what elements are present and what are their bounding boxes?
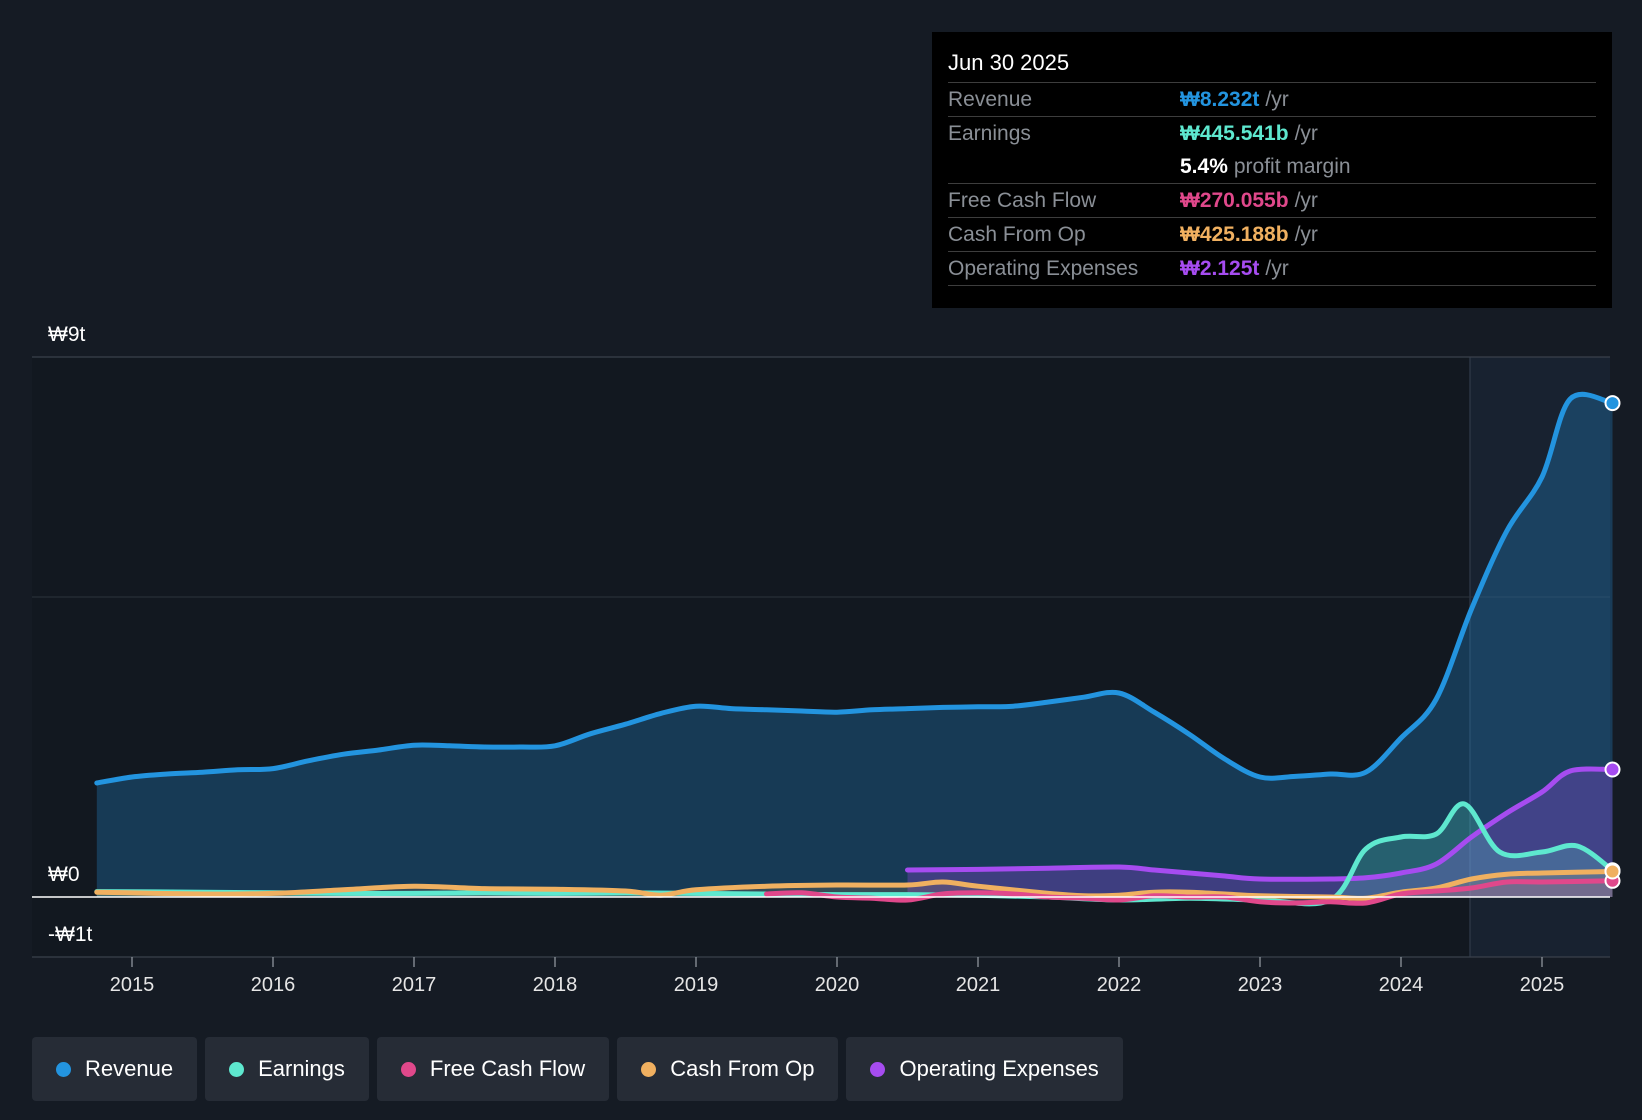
tooltip-date: Jun 30 2025 (948, 48, 1596, 83)
legend-dot-icon (229, 1061, 245, 1077)
legend-item[interactable]: Cash From Op (617, 1037, 839, 1101)
legend-label: Earnings (258, 1056, 345, 1081)
tooltip-row-value: ₩2.125t (1180, 257, 1260, 280)
plot-background (32, 357, 1610, 957)
x-tick-label: 2023 (1238, 974, 1283, 996)
tooltip-row-label: Free Cash Flow (948, 189, 1097, 212)
legend: Revenue Earnings Free Cash Flow Cash From O… (32, 1037, 1123, 1101)
y-tick-label: ₩0 (48, 863, 80, 886)
legend-item[interactable]: Operating Expenses (846, 1037, 1123, 1101)
legend-item[interactable]: Earnings (205, 1037, 369, 1101)
tooltip-row-label: Operating Expenses (948, 257, 1139, 280)
legend-label: Free Cash Flow (429, 1056, 586, 1081)
tooltip-row-value: ₩8.232t (1180, 88, 1260, 111)
x-tick-label: 2015 (110, 974, 155, 996)
x-tick-label: 2016 (251, 974, 296, 996)
legend-label: Cash From Op (670, 1056, 815, 1081)
tooltip-row-label (948, 150, 1180, 183)
tooltip-row-label: Revenue (948, 88, 1033, 111)
tooltip-panel: Jun 30 2025 Revenue ₩8.232t/yr Earnings ₩44… (932, 32, 1612, 308)
tooltip-row-unit: /yr (1265, 257, 1289, 280)
y-tick-label: ₩9t (48, 323, 86, 346)
x-tick-label: 2025 (1520, 974, 1565, 996)
tooltip-row-value: ₩425.188b (1180, 223, 1289, 246)
tooltip-row-unit: /yr (1294, 223, 1318, 246)
x-tick-label: 2020 (815, 974, 860, 996)
tooltip-row-label: Cash From Op (948, 223, 1086, 246)
legend-dot-icon (400, 1061, 416, 1077)
tooltip-row-unit: profit margin (1233, 155, 1351, 178)
legend-dot-icon (56, 1061, 71, 1077)
tooltip-row-unit: /yr (1294, 189, 1318, 212)
series-endpoint-marker (1604, 395, 1621, 412)
tooltip-row: Earnings ₩445.541b/yr (948, 117, 1596, 150)
tooltip-row: Operating Expenses ₩2.125t/yr (948, 252, 1596, 286)
forecast-band (1470, 357, 1610, 957)
series-endpoint-marker (1604, 863, 1621, 880)
x-tick-label: 2017 (392, 974, 437, 996)
legend-dot-icon (870, 1061, 886, 1077)
tooltip-row: Cash From Op ₩425.188b/yr (948, 218, 1596, 252)
legend-label: Operating Expenses (899, 1056, 1099, 1081)
x-tick-label: 2022 (1097, 974, 1142, 996)
legend-label: Revenue (85, 1056, 174, 1081)
tooltip-row: 5.4% profit margin (948, 150, 1596, 184)
tooltip-row-value: ₩270.055b (1180, 189, 1289, 212)
tooltip-row-value: ₩445.541b (1180, 122, 1289, 145)
series-line-revenue (94, 391, 1615, 786)
legend-item[interactable]: Revenue (32, 1037, 198, 1101)
x-tick-label: 2024 (1379, 974, 1424, 996)
tooltip-row-unit: /yr (1294, 122, 1318, 145)
legend-item[interactable]: Free Cash Flow (376, 1037, 610, 1101)
tooltip-row: Free Cash Flow ₩270.055b/yr (948, 184, 1596, 218)
x-tick-label: 2019 (674, 974, 719, 996)
series-endpoint-marker (1604, 761, 1621, 778)
tooltip-row: Revenue ₩8.232t/yr (948, 83, 1596, 117)
tooltip-row-value: 5.4% (1180, 155, 1228, 178)
tooltip-row-unit: /yr (1265, 88, 1289, 111)
tooltip-row-label: Earnings (948, 122, 1031, 145)
x-tick-label: 2018 (533, 974, 578, 996)
series-area-revenue (96, 394, 1613, 897)
legend-dot-icon (641, 1061, 657, 1077)
y-tick-label: -₩1t (48, 923, 92, 946)
series-line-operating-expenses (905, 766, 1615, 882)
x-tick-label: 2021 (956, 974, 1001, 996)
